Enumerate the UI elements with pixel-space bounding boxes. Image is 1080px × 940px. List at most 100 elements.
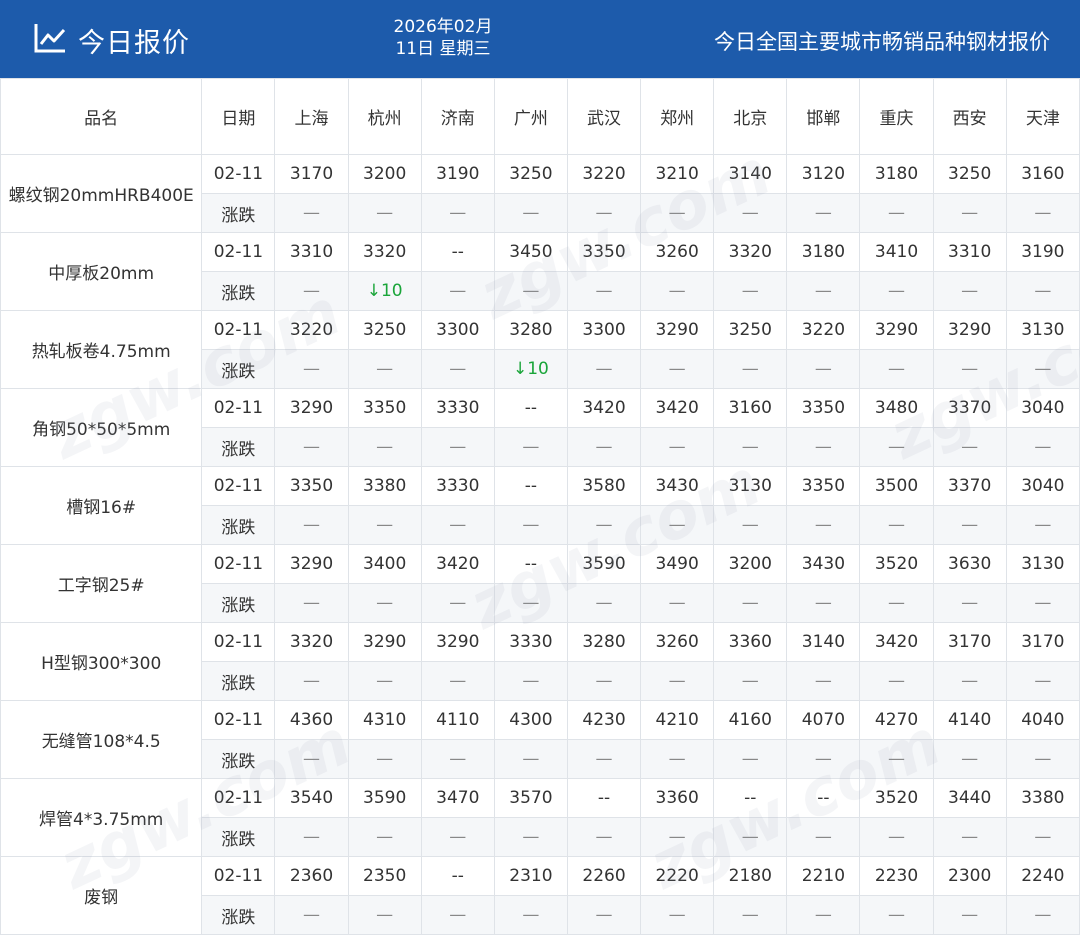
price-cell: 3370 <box>932 466 1007 506</box>
price-cell: 3380 <box>1005 778 1080 818</box>
price-cell: 3290 <box>420 622 495 662</box>
change-cell: — <box>932 739 1007 779</box>
change-cell: ↓10 <box>493 349 568 389</box>
page-title: 今日报价 <box>78 28 190 59</box>
change-cell: — <box>713 193 788 233</box>
table-row-change: 涨跌 — — — — — — — — — — — <box>1 817 1080 857</box>
price-cell: 3420 <box>566 388 642 428</box>
change-cell: — <box>932 505 1007 545</box>
row-date: 02-11 <box>201 232 276 272</box>
change-cell: — <box>274 505 349 545</box>
price-cell: 3520 <box>859 544 934 584</box>
product-name: 中厚板20mm <box>0 232 203 311</box>
price-cell: 4310 <box>347 700 422 740</box>
change-cell: — <box>786 895 861 935</box>
change-cell: — <box>713 349 788 389</box>
price-cell: 3040 <box>1005 466 1080 506</box>
change-cell: — <box>566 193 642 233</box>
price-cell: 3350 <box>566 232 642 272</box>
row-date: 02-11 <box>201 154 276 194</box>
price-cell: 3250 <box>932 154 1007 194</box>
change-cell: — <box>274 661 349 701</box>
change-cell: — <box>932 817 1007 857</box>
price-cell: 3140 <box>786 622 861 662</box>
price-cell: 3170 <box>274 154 349 194</box>
price-cell: 3380 <box>347 466 422 506</box>
table-row-change: 涨跌 — — — — — — — — — — — <box>1 583 1080 623</box>
change-cell: — <box>347 427 422 467</box>
price-cell: -- <box>566 778 642 818</box>
change-cell: — <box>786 349 861 389</box>
price-cell: -- <box>786 778 861 818</box>
change-cell: — <box>713 271 788 311</box>
change-cell: — <box>640 739 715 779</box>
change-cell: — <box>1005 349 1080 389</box>
change-cell: — <box>640 895 715 935</box>
table-row: 废钢 02-11 2360 2350 -- 2310 2260 2220 2180 2210 223… <box>0 856 1080 935</box>
product-name: 焊管4*3.75mm <box>0 778 203 857</box>
change-cell: — <box>640 661 715 701</box>
product-name: 角钢50*50*5mm <box>0 388 203 467</box>
price-cell: 2310 <box>493 856 568 896</box>
price-cell: 3520 <box>859 778 934 818</box>
price-cell: 4270 <box>859 700 934 740</box>
change-cell: — <box>420 271 495 311</box>
change-cell: — <box>713 427 788 467</box>
page-subtitle: 今日全国主要城市畅销品种钢材报价 <box>714 30 1050 54</box>
change-label: 涨跌 <box>201 739 276 779</box>
price-cell: 3040 <box>1005 388 1080 428</box>
change-cell: — <box>859 661 934 701</box>
change-label: 涨跌 <box>201 583 276 623</box>
price-cell: 3250 <box>347 310 422 350</box>
change-cell: — <box>420 505 495 545</box>
change-cell: — <box>859 349 934 389</box>
change-label: 涨跌 <box>201 661 276 701</box>
change-cell: — <box>786 427 861 467</box>
price-cell: 3400 <box>347 544 422 584</box>
change-cell: — <box>859 193 934 233</box>
price-cell: 3490 <box>640 544 715 584</box>
price-cell: 3500 <box>859 466 934 506</box>
price-cell: 3320 <box>347 232 422 272</box>
change-cell: — <box>640 583 715 623</box>
price-cell: 3350 <box>786 466 861 506</box>
table-row: H型钢300*300 02-11 3320 3290 3290 3330 3280 3260 3… <box>0 622 1080 701</box>
change-cell: — <box>420 817 495 857</box>
price-cell: 3480 <box>859 388 934 428</box>
change-cell: — <box>274 349 349 389</box>
price-cell: 2260 <box>566 856 642 896</box>
header-bar: 今日报价 2026年02月 11日 星期三 今日全国主要城市畅销品种钢材报价 <box>0 0 1080 78</box>
change-cell: — <box>1005 661 1080 701</box>
change-cell: — <box>493 739 568 779</box>
change-cell: — <box>786 505 861 545</box>
row-date: 02-11 <box>201 856 276 896</box>
price-cell: -- <box>420 856 495 896</box>
change-cell: — <box>274 271 349 311</box>
price-cell: 3410 <box>859 232 934 272</box>
change-cell: — <box>859 895 934 935</box>
price-cell: 3320 <box>274 622 349 662</box>
change-cell: — <box>566 661 642 701</box>
product-name: 无缝管108*4.5 <box>0 700 203 779</box>
change-label: 涨跌 <box>201 895 276 935</box>
date-line-1: 2026年02月 <box>393 17 493 37</box>
header-city: 北京 <box>713 78 788 155</box>
header-city: 重庆 <box>859 78 934 155</box>
price-cell: 3180 <box>859 154 934 194</box>
change-cell: — <box>493 193 568 233</box>
change-cell: — <box>566 817 642 857</box>
price-cell: 3430 <box>640 466 715 506</box>
change-cell: — <box>713 505 788 545</box>
change-cell: — <box>1005 505 1080 545</box>
price-cell: 3430 <box>786 544 861 584</box>
table-row: 角钢50*50*5mm 02-11 3290 3350 3330 -- 3420 3420 31… <box>0 388 1080 467</box>
change-cell: — <box>347 193 422 233</box>
price-cell: 3370 <box>932 388 1007 428</box>
change-label: 涨跌 <box>201 271 276 311</box>
change-cell: — <box>713 817 788 857</box>
price-cell: 2240 <box>1005 856 1080 896</box>
change-cell: — <box>859 583 934 623</box>
change-cell: — <box>493 427 568 467</box>
price-table: 品名 日期 上海 杭州 济南 广州 武汉 郑州 北京 邯郸 重庆 西安 天津 螺纹钢20mmHRB4… <box>0 78 1080 935</box>
price-cell: 3360 <box>640 778 715 818</box>
